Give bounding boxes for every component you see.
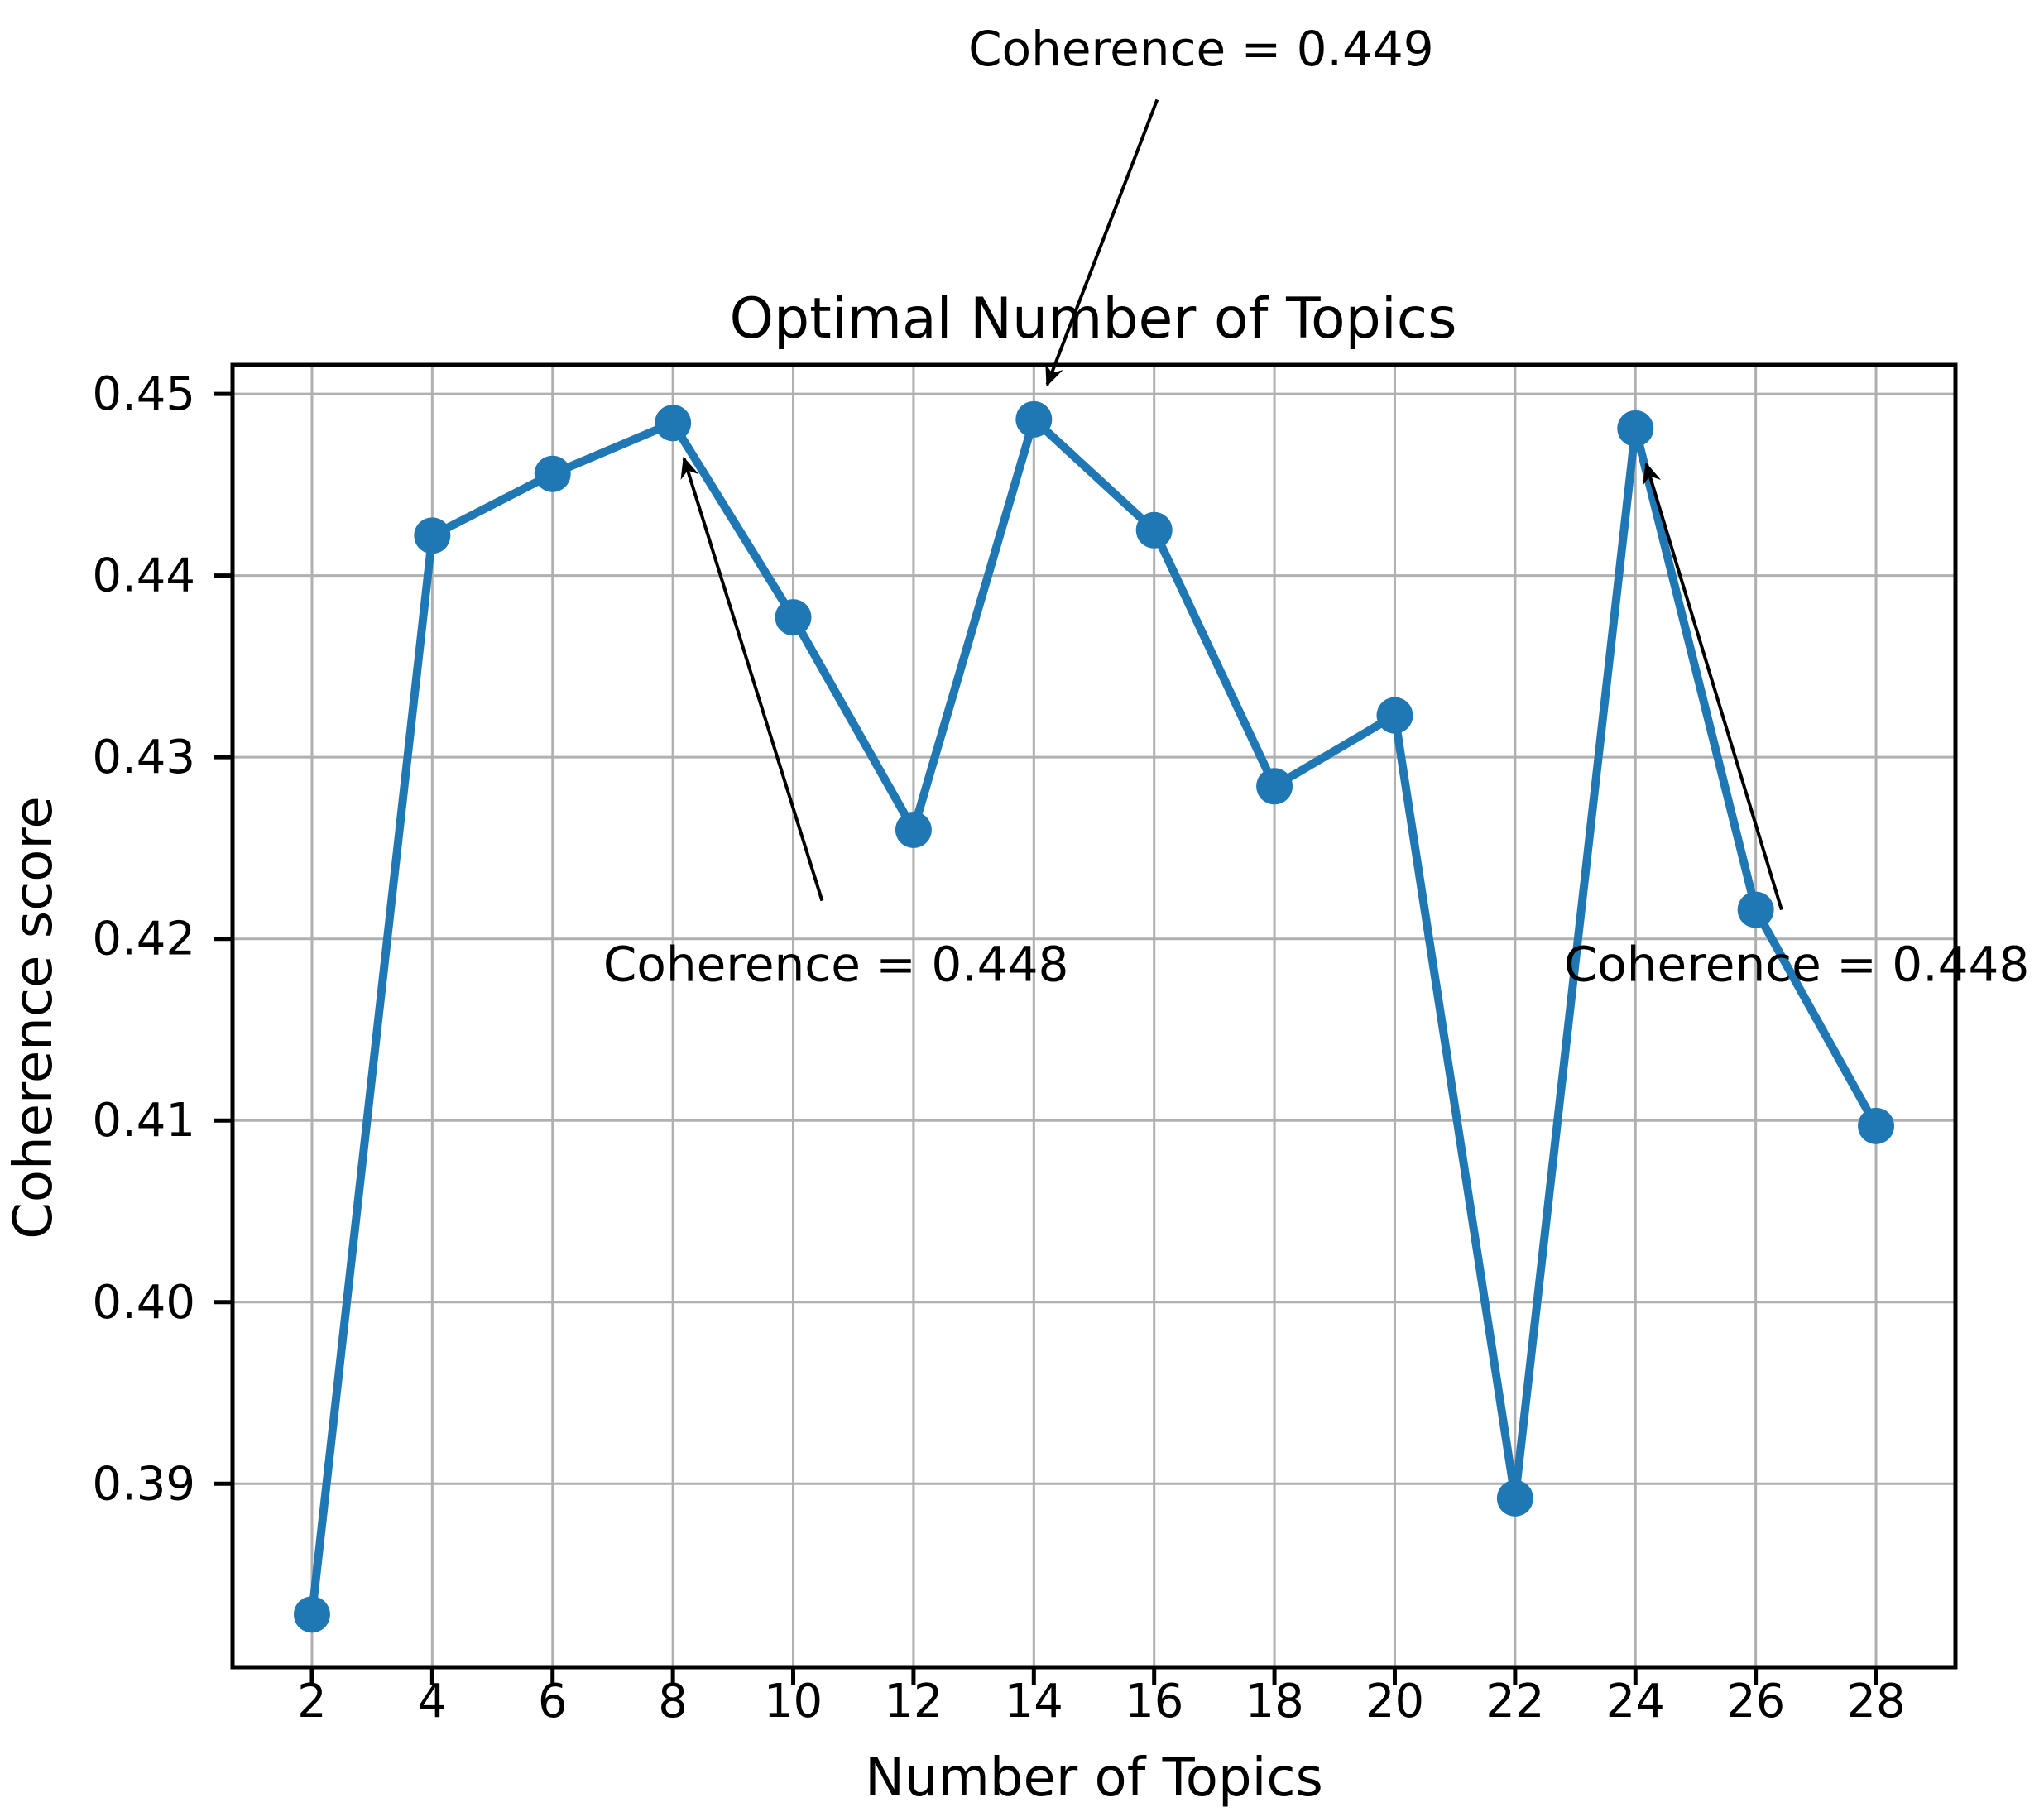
annotation-label: Coherence = 0.448 [603, 936, 1069, 992]
x-tick-label: 8 [658, 1675, 688, 1728]
data-point [1617, 410, 1654, 447]
x-tick-label: 12 [884, 1675, 943, 1728]
data-point [414, 517, 451, 554]
x-tick-label: 20 [1365, 1675, 1424, 1728]
data-point [1015, 400, 1053, 438]
x-tick-label: 10 [764, 1675, 823, 1728]
x-tick-label: 16 [1125, 1675, 1183, 1728]
chart-title: Optimal Number of Topics [729, 286, 1456, 352]
y-tick-label: 0.40 [92, 1276, 195, 1330]
annotation-arrow [1045, 98, 1159, 387]
x-tick-label: 14 [1005, 1675, 1063, 1728]
y-tick-label: 0.39 [92, 1457, 195, 1511]
annotation-arrow [680, 456, 824, 902]
x-tick-label: 2 [297, 1675, 327, 1728]
axis-layer: 2 4 6 8 10 12 14 16 18 20 22 24 26 280.450.440.430.42… [92, 367, 1905, 1728]
plot-border [230, 362, 1958, 1670]
series-line [293, 400, 1895, 1633]
data-point [1135, 511, 1173, 549]
y-tick-label: 0.41 [92, 1094, 195, 1148]
data-point [1496, 1479, 1533, 1517]
y-tick-label: 0.42 [92, 913, 195, 966]
annotation-layer: Coherence = 0.449 Coherence = 0.448 Cohere… [603, 21, 2029, 992]
annotation-label: Coherence = 0.448 [1564, 936, 2030, 992]
x-tick-label: 4 [418, 1675, 448, 1728]
x-tick-label: 18 [1245, 1675, 1303, 1728]
data-point [1737, 891, 1774, 928]
grid-layer [233, 365, 1955, 1667]
data-point [775, 599, 812, 636]
data-point [293, 1596, 330, 1633]
y-tick-label: 0.44 [92, 549, 195, 603]
annotation-arrow [1643, 462, 1783, 911]
x-tick-label: 6 [538, 1675, 568, 1728]
x-tick-label: 22 [1485, 1675, 1544, 1728]
x-tick-label: 26 [1726, 1675, 1785, 1728]
y-tick-label: 0.45 [92, 367, 195, 421]
data-point [534, 455, 571, 492]
data-point [1256, 768, 1293, 805]
annotation-label: Coherence = 0.449 [968, 21, 1434, 77]
x-tick-label: 28 [1846, 1675, 1905, 1728]
x-tick-label: 24 [1606, 1675, 1665, 1728]
data-point [1376, 697, 1413, 734]
data-point [655, 405, 692, 442]
data-point [895, 811, 932, 848]
y-tick-label: 0.43 [92, 731, 195, 784]
x-axis-label: Number of Topics [865, 1747, 1323, 1809]
y-axis-label: Coherence score [3, 796, 65, 1239]
data-point [1858, 1107, 1895, 1144]
coherence-series-line [307, 415, 1881, 1619]
